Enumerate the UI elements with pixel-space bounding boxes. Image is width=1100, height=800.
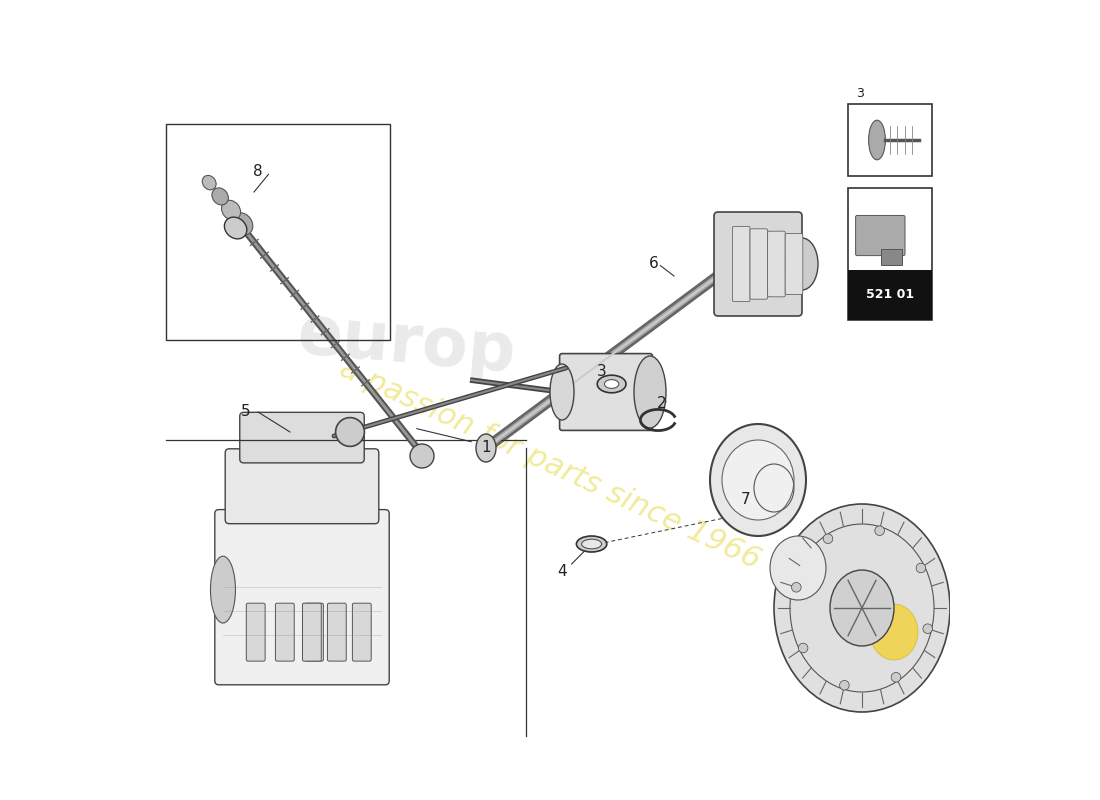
Text: 521 01: 521 01: [866, 289, 914, 302]
Ellipse shape: [582, 539, 602, 549]
Ellipse shape: [770, 536, 826, 600]
FancyBboxPatch shape: [246, 603, 265, 661]
FancyBboxPatch shape: [352, 603, 371, 661]
Ellipse shape: [604, 379, 619, 388]
FancyBboxPatch shape: [275, 603, 294, 661]
Text: 3: 3: [856, 86, 865, 100]
Circle shape: [792, 582, 801, 592]
Ellipse shape: [212, 188, 229, 205]
FancyBboxPatch shape: [856, 215, 905, 256]
FancyBboxPatch shape: [785, 234, 803, 294]
Text: europ: europ: [294, 302, 518, 386]
Circle shape: [923, 624, 933, 634]
Ellipse shape: [786, 238, 818, 290]
FancyBboxPatch shape: [328, 603, 346, 661]
FancyBboxPatch shape: [226, 449, 378, 524]
Text: 1: 1: [481, 441, 491, 455]
Bar: [848, 270, 932, 320]
Ellipse shape: [722, 440, 794, 520]
Ellipse shape: [710, 424, 806, 536]
Ellipse shape: [576, 536, 607, 552]
Text: a passion for parts since 1966: a passion for parts since 1966: [336, 354, 764, 574]
FancyBboxPatch shape: [848, 104, 932, 176]
FancyBboxPatch shape: [733, 226, 750, 302]
FancyBboxPatch shape: [305, 603, 323, 661]
Ellipse shape: [210, 556, 235, 623]
Text: 7: 7: [741, 493, 751, 507]
Ellipse shape: [870, 604, 918, 660]
FancyBboxPatch shape: [768, 231, 785, 297]
Ellipse shape: [231, 213, 253, 235]
Circle shape: [916, 563, 926, 573]
Circle shape: [823, 534, 833, 543]
FancyBboxPatch shape: [848, 188, 932, 320]
Ellipse shape: [774, 504, 950, 712]
FancyBboxPatch shape: [302, 603, 321, 661]
FancyBboxPatch shape: [214, 510, 389, 685]
Ellipse shape: [634, 356, 665, 428]
Circle shape: [891, 673, 901, 682]
Text: 5: 5: [241, 405, 251, 419]
Text: 4: 4: [558, 565, 566, 579]
Ellipse shape: [221, 200, 241, 220]
Text: 3: 3: [597, 365, 607, 379]
Circle shape: [410, 444, 435, 468]
Circle shape: [874, 526, 884, 535]
Circle shape: [336, 418, 364, 446]
FancyBboxPatch shape: [750, 229, 768, 299]
FancyBboxPatch shape: [240, 412, 364, 463]
FancyBboxPatch shape: [714, 212, 802, 316]
Ellipse shape: [830, 570, 894, 646]
Text: 6: 6: [649, 257, 659, 271]
Ellipse shape: [869, 120, 886, 160]
Ellipse shape: [476, 434, 496, 462]
Text: 8: 8: [253, 165, 263, 179]
Circle shape: [839, 681, 849, 690]
Circle shape: [799, 643, 807, 653]
Ellipse shape: [224, 217, 246, 239]
Ellipse shape: [202, 175, 216, 190]
Ellipse shape: [597, 375, 626, 393]
FancyBboxPatch shape: [881, 249, 902, 265]
FancyBboxPatch shape: [560, 354, 652, 430]
Ellipse shape: [550, 364, 574, 420]
Text: 2: 2: [657, 397, 667, 411]
